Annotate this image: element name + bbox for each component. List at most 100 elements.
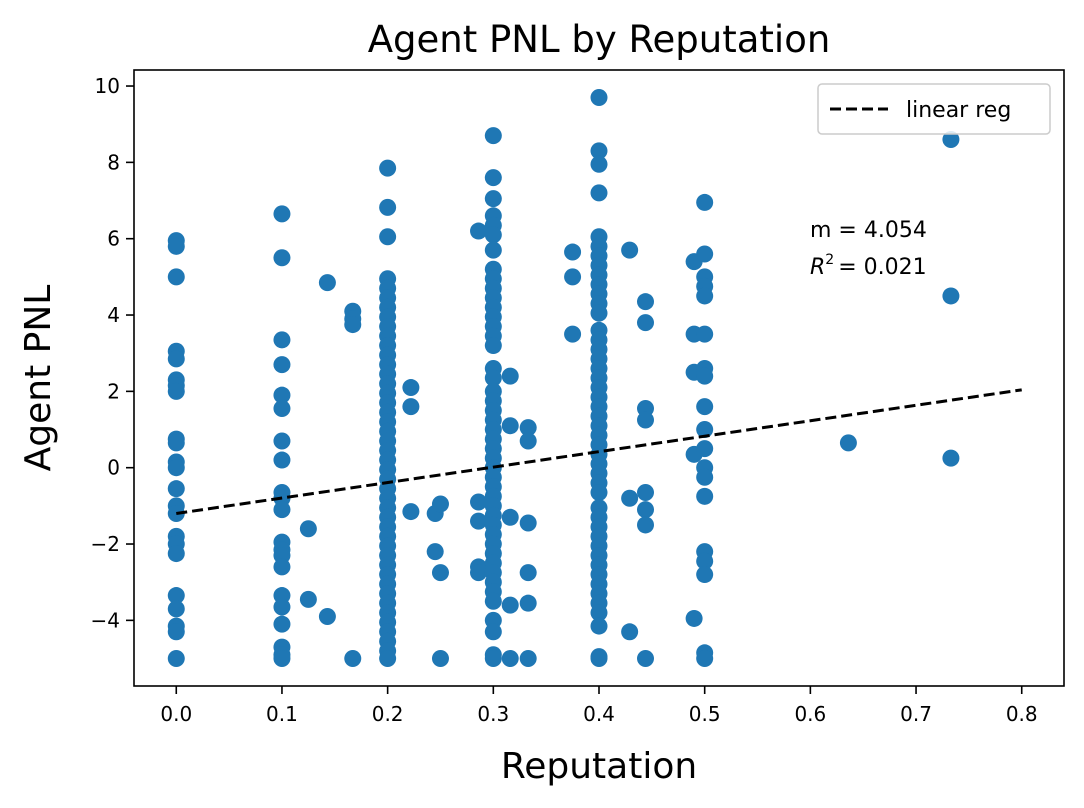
- data-point: [379, 650, 397, 668]
- data-point: [564, 268, 582, 286]
- data-point: [942, 287, 960, 305]
- x-tick-label: 0.5: [689, 702, 721, 726]
- data-point: [637, 293, 654, 311]
- x-tick-label: 0.6: [794, 702, 826, 726]
- data-point: [273, 558, 291, 576]
- data-point: [167, 623, 185, 641]
- data-point: [696, 398, 714, 416]
- r-squared-value: = 0.021: [838, 255, 926, 280]
- data-point: [167, 480, 185, 498]
- data-points: [167, 88, 960, 668]
- data-point: [167, 350, 185, 368]
- data-point: [696, 487, 714, 505]
- data-point: [590, 650, 608, 668]
- data-point: [839, 434, 857, 452]
- y-tick-label: −2: [91, 532, 120, 556]
- y-axis-title: Agent PNL: [18, 285, 59, 472]
- x-tick-label: 0.0: [160, 702, 192, 726]
- data-point: [637, 516, 654, 534]
- data-point: [696, 552, 714, 570]
- data-point: [426, 543, 444, 561]
- data-point: [484, 190, 502, 208]
- data-point: [167, 382, 185, 400]
- data-point: [519, 594, 537, 612]
- x-tick-label: 0.2: [372, 702, 404, 726]
- data-point: [273, 432, 291, 450]
- data-point: [590, 142, 608, 160]
- data-point: [167, 650, 185, 668]
- data-point: [273, 615, 291, 633]
- data-point: [696, 566, 714, 584]
- data-point: [484, 650, 502, 668]
- legend-box: [817, 83, 1051, 135]
- data-point: [637, 483, 654, 501]
- data-point: [484, 241, 502, 259]
- data-point: [431, 650, 449, 668]
- data-point: [273, 451, 291, 469]
- data-point: [470, 493, 488, 511]
- y-tick-label: 4: [107, 303, 120, 327]
- x-tick-label: 0.4: [583, 702, 615, 726]
- data-point: [501, 650, 519, 668]
- legend-entry-linear-reg: linear reg: [906, 98, 1011, 123]
- data-point: [402, 379, 420, 397]
- y-tick-label: 2: [107, 379, 120, 403]
- data-point: [696, 325, 714, 343]
- regression-line: [176, 388, 1022, 515]
- data-point: [696, 287, 714, 305]
- data-point: [637, 501, 654, 519]
- data-point: [167, 587, 185, 605]
- data-point: [637, 411, 654, 429]
- data-point: [402, 398, 420, 416]
- data-point: [470, 512, 488, 530]
- x-tick-label: 0.7: [900, 702, 932, 726]
- data-point: [273, 650, 291, 668]
- data-point: [942, 449, 960, 467]
- data-point: [484, 592, 502, 610]
- data-point: [590, 155, 608, 173]
- data-point: [484, 127, 502, 145]
- data-point: [696, 367, 714, 385]
- data-point: [942, 130, 960, 148]
- data-point: [696, 193, 714, 211]
- data-point: [484, 169, 502, 187]
- data-point: [696, 650, 714, 668]
- data-point: [484, 226, 502, 244]
- data-point: [519, 564, 537, 582]
- data-point: [590, 88, 608, 106]
- data-point: [299, 520, 317, 538]
- data-point: [167, 434, 185, 452]
- data-point: [431, 495, 449, 513]
- data-point: [621, 241, 639, 259]
- x-axis-ticks: 0.0 0.1 0.2 0.3 0.4 0.5 0.6 0.7 0.8: [160, 686, 1038, 726]
- data-point: [273, 501, 291, 519]
- data-point: [379, 159, 397, 177]
- data-point: [273, 598, 291, 616]
- y-axis-ticks: −4 −2 0 2 4 6 8 10: [91, 74, 134, 632]
- data-point: [696, 245, 714, 263]
- data-point: [637, 650, 654, 668]
- data-point: [484, 337, 502, 355]
- data-point: [379, 228, 397, 246]
- data-point: [590, 617, 608, 635]
- y-tick-label: 10: [95, 74, 120, 98]
- x-axis-title: Reputation: [501, 746, 697, 787]
- data-point: [344, 316, 362, 334]
- data-point: [273, 205, 291, 223]
- data-point: [273, 331, 291, 349]
- data-point: [167, 600, 185, 618]
- data-point: [273, 386, 291, 404]
- r-squared-symbol: R: [810, 255, 825, 280]
- data-point: [402, 503, 420, 521]
- x-tick-label: 0.3: [477, 702, 509, 726]
- data-point: [519, 432, 537, 450]
- data-point: [519, 514, 537, 532]
- data-point: [167, 459, 185, 477]
- data-point: [590, 604, 608, 622]
- data-point: [273, 249, 291, 267]
- data-point: [564, 243, 582, 261]
- y-tick-label: −4: [91, 608, 120, 632]
- data-point: [637, 314, 654, 332]
- regression-line-layer: [176, 388, 1022, 515]
